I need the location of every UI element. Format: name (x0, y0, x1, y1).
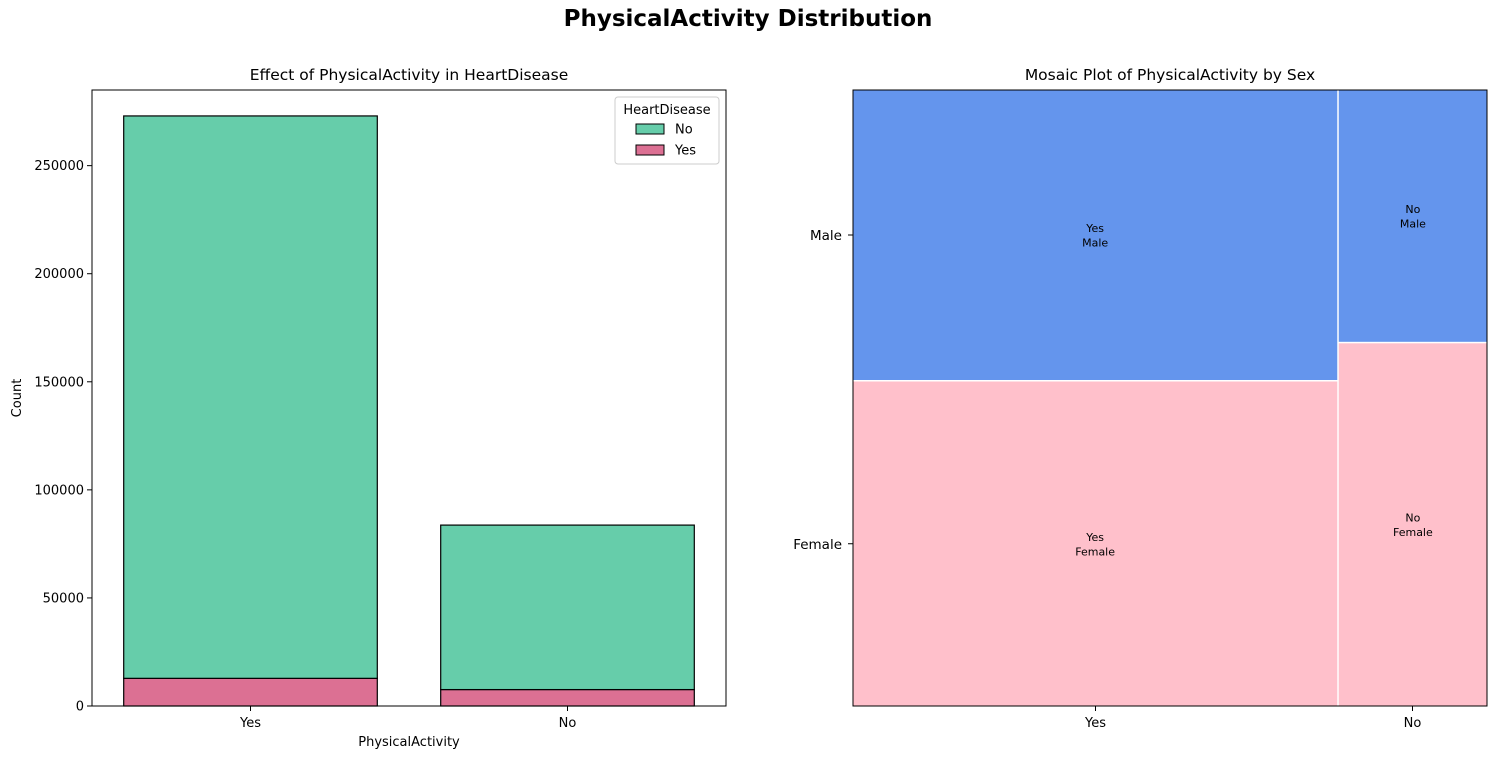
mosaic-cell-no-female (1338, 343, 1487, 706)
bar-no-yes (123, 115, 378, 679)
mosaic-cell-label: No (1405, 512, 1420, 525)
bar-plot-frame (91, 89, 727, 707)
y-tick-label: 100000 (34, 483, 84, 498)
mosaic-cell-label: Yes (1085, 222, 1104, 235)
mosaic-cell-label: Female (1393, 526, 1433, 539)
mosaic-plot-frame (852, 89, 1488, 707)
bar-chart-title: Effect of PhysicalActivity in HeartDisea… (249, 66, 569, 84)
y-tick-label: 50000 (43, 591, 84, 606)
y-tick-label: Male (810, 228, 842, 244)
mosaic-cell-label: Yes (1085, 531, 1104, 544)
bar-yes-yes (123, 677, 378, 707)
legend: HeartDisease No Yes (614, 96, 720, 165)
legend-title: HeartDisease (623, 103, 710, 118)
mosaic-cell-yes-male (853, 90, 1338, 381)
mosaic-cell-yes-female (853, 381, 1338, 706)
mosaic-cell-label: Male (1082, 237, 1108, 250)
bar-chart: 0 50000 100000 150000 200000 250000 Yes No Physi… (10, 89, 727, 750)
bar-no-no (440, 524, 695, 691)
mosaic-cell-label: Male (1400, 217, 1426, 230)
figure-title: PhysicalActivity Distribution (563, 6, 933, 32)
legend-swatch-yes (635, 144, 665, 156)
x-tick-label: Yes (1084, 716, 1106, 731)
y-tick-label: 150000 (34, 375, 84, 390)
mosaic-cell-label: No (1405, 203, 1420, 216)
y-tick-label: Female (793, 537, 842, 553)
x-tick-label: No (1404, 716, 1422, 731)
x-tick-label: Yes (239, 716, 261, 731)
y-tick-label: 250000 (34, 159, 84, 174)
legend-swatch-no (635, 123, 665, 135)
legend-label-no: No (675, 123, 693, 138)
x-axis-label: PhysicalActivity (358, 735, 460, 750)
x-tick-label: No (559, 716, 577, 731)
y-axis-label: Count (10, 379, 25, 418)
y-tick-label: 0 (76, 700, 84, 715)
legend-label-yes: Yes (674, 144, 696, 159)
bar-yes-no (440, 688, 695, 707)
mosaic-cell-label: Female (1075, 545, 1115, 558)
mosaic-cell-no-male (1338, 90, 1487, 342)
y-tick-label: 200000 (34, 267, 84, 282)
mosaic-chart: YesFemaleYesMaleYesNoFemaleNoMaleNoMaleF… (793, 89, 1488, 731)
mosaic-chart-title: Mosaic Plot of PhysicalActivity by Sex (1024, 66, 1316, 84)
